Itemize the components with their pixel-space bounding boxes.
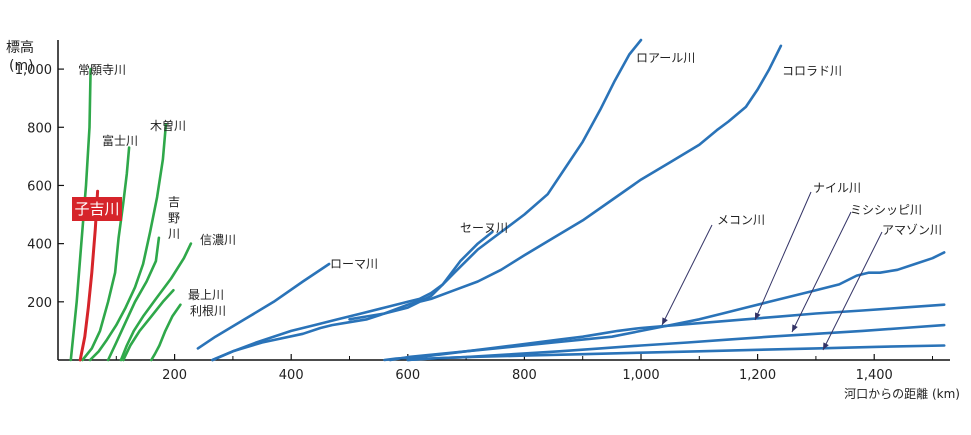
series-line-富士川 xyxy=(81,146,131,362)
y-tick-label: 200 xyxy=(27,296,52,311)
label-pointers xyxy=(661,191,883,351)
label-tone: 利根川 xyxy=(190,304,226,318)
label-amazon: アマゾン川 xyxy=(882,223,942,237)
y-tick-label: 600 xyxy=(27,179,52,194)
x-tick-label: 1,200 xyxy=(739,368,776,383)
x-tick-label: 200 xyxy=(162,368,187,383)
series-line-最上川 xyxy=(122,288,175,362)
pointer-mekong-head xyxy=(662,317,668,325)
x-tick-label: 400 xyxy=(279,368,304,383)
label-yoshino: 野 xyxy=(168,211,180,225)
x-tick-label: 1,400 xyxy=(856,368,893,383)
pointer-nile xyxy=(754,191,812,321)
series-line-アマゾン川 xyxy=(406,344,946,362)
x-tick-label: 600 xyxy=(395,368,420,383)
y-tick-label: 800 xyxy=(27,121,52,136)
label-mekong: メコン川 xyxy=(717,213,765,227)
label-joganji: 常願寺川 xyxy=(78,63,126,77)
pointer-amazon xyxy=(822,231,883,351)
pointer-nile-head xyxy=(755,312,761,320)
label-seine: セーヌ川 xyxy=(460,221,508,235)
x-axis-label: 河口からの距離 (km) xyxy=(844,387,960,401)
axes: 200 400 600 800 1,000 200 400 600 800 1,000 1,200 1… xyxy=(6,39,960,401)
series-line-コロラド川 xyxy=(348,44,783,321)
series-lines xyxy=(69,38,946,362)
label-mississippi: ミシシッピ川 xyxy=(850,203,922,217)
y-tick-label: 1,000 xyxy=(15,63,52,78)
series-line-子吉川 xyxy=(78,189,100,362)
label-kiso: 木曽川 xyxy=(150,118,186,133)
pointer-mekong xyxy=(661,224,713,326)
series-line-信濃川 xyxy=(119,242,193,362)
y-tick-label: 400 xyxy=(27,238,52,253)
koyoshi-badge-label: 子吉川 xyxy=(74,200,119,218)
y-axis-unit: (m) xyxy=(9,58,34,74)
series-line-セーヌ川 xyxy=(211,230,494,362)
pointer-mississippi-head xyxy=(792,324,798,332)
series-line-ローマ川 xyxy=(196,262,331,350)
label-mogami: 最上川 xyxy=(188,288,224,302)
x-tick-label: 1,000 xyxy=(622,368,659,383)
series-line-メコン川 xyxy=(383,303,946,362)
label-loire: ロアール川 xyxy=(636,51,695,65)
series-line-吉野川 xyxy=(106,236,161,362)
pointer-amazon-head xyxy=(823,342,829,350)
label-nile: ナイル川 xyxy=(813,181,861,195)
label-colorado: コロラド川 xyxy=(782,64,842,78)
series-line-ロアール川 xyxy=(211,38,643,362)
y-axis-label: 標高 xyxy=(6,39,34,56)
label-roma: ローマ川 xyxy=(330,257,378,271)
series-line-ミシシッピ川 xyxy=(406,323,946,362)
label-yoshino: 吉 xyxy=(168,195,180,209)
x-tick-label: 800 xyxy=(512,368,537,383)
pointer-mississippi xyxy=(791,211,852,333)
series-line-利根川 xyxy=(150,303,182,362)
label-fuji: 富士川 xyxy=(102,133,138,148)
label-shinano: 信濃川 xyxy=(200,233,236,247)
koyoshi-badge xyxy=(72,197,122,221)
series-line-木曽川 xyxy=(88,123,168,362)
label-yoshino: 川 xyxy=(168,227,180,241)
